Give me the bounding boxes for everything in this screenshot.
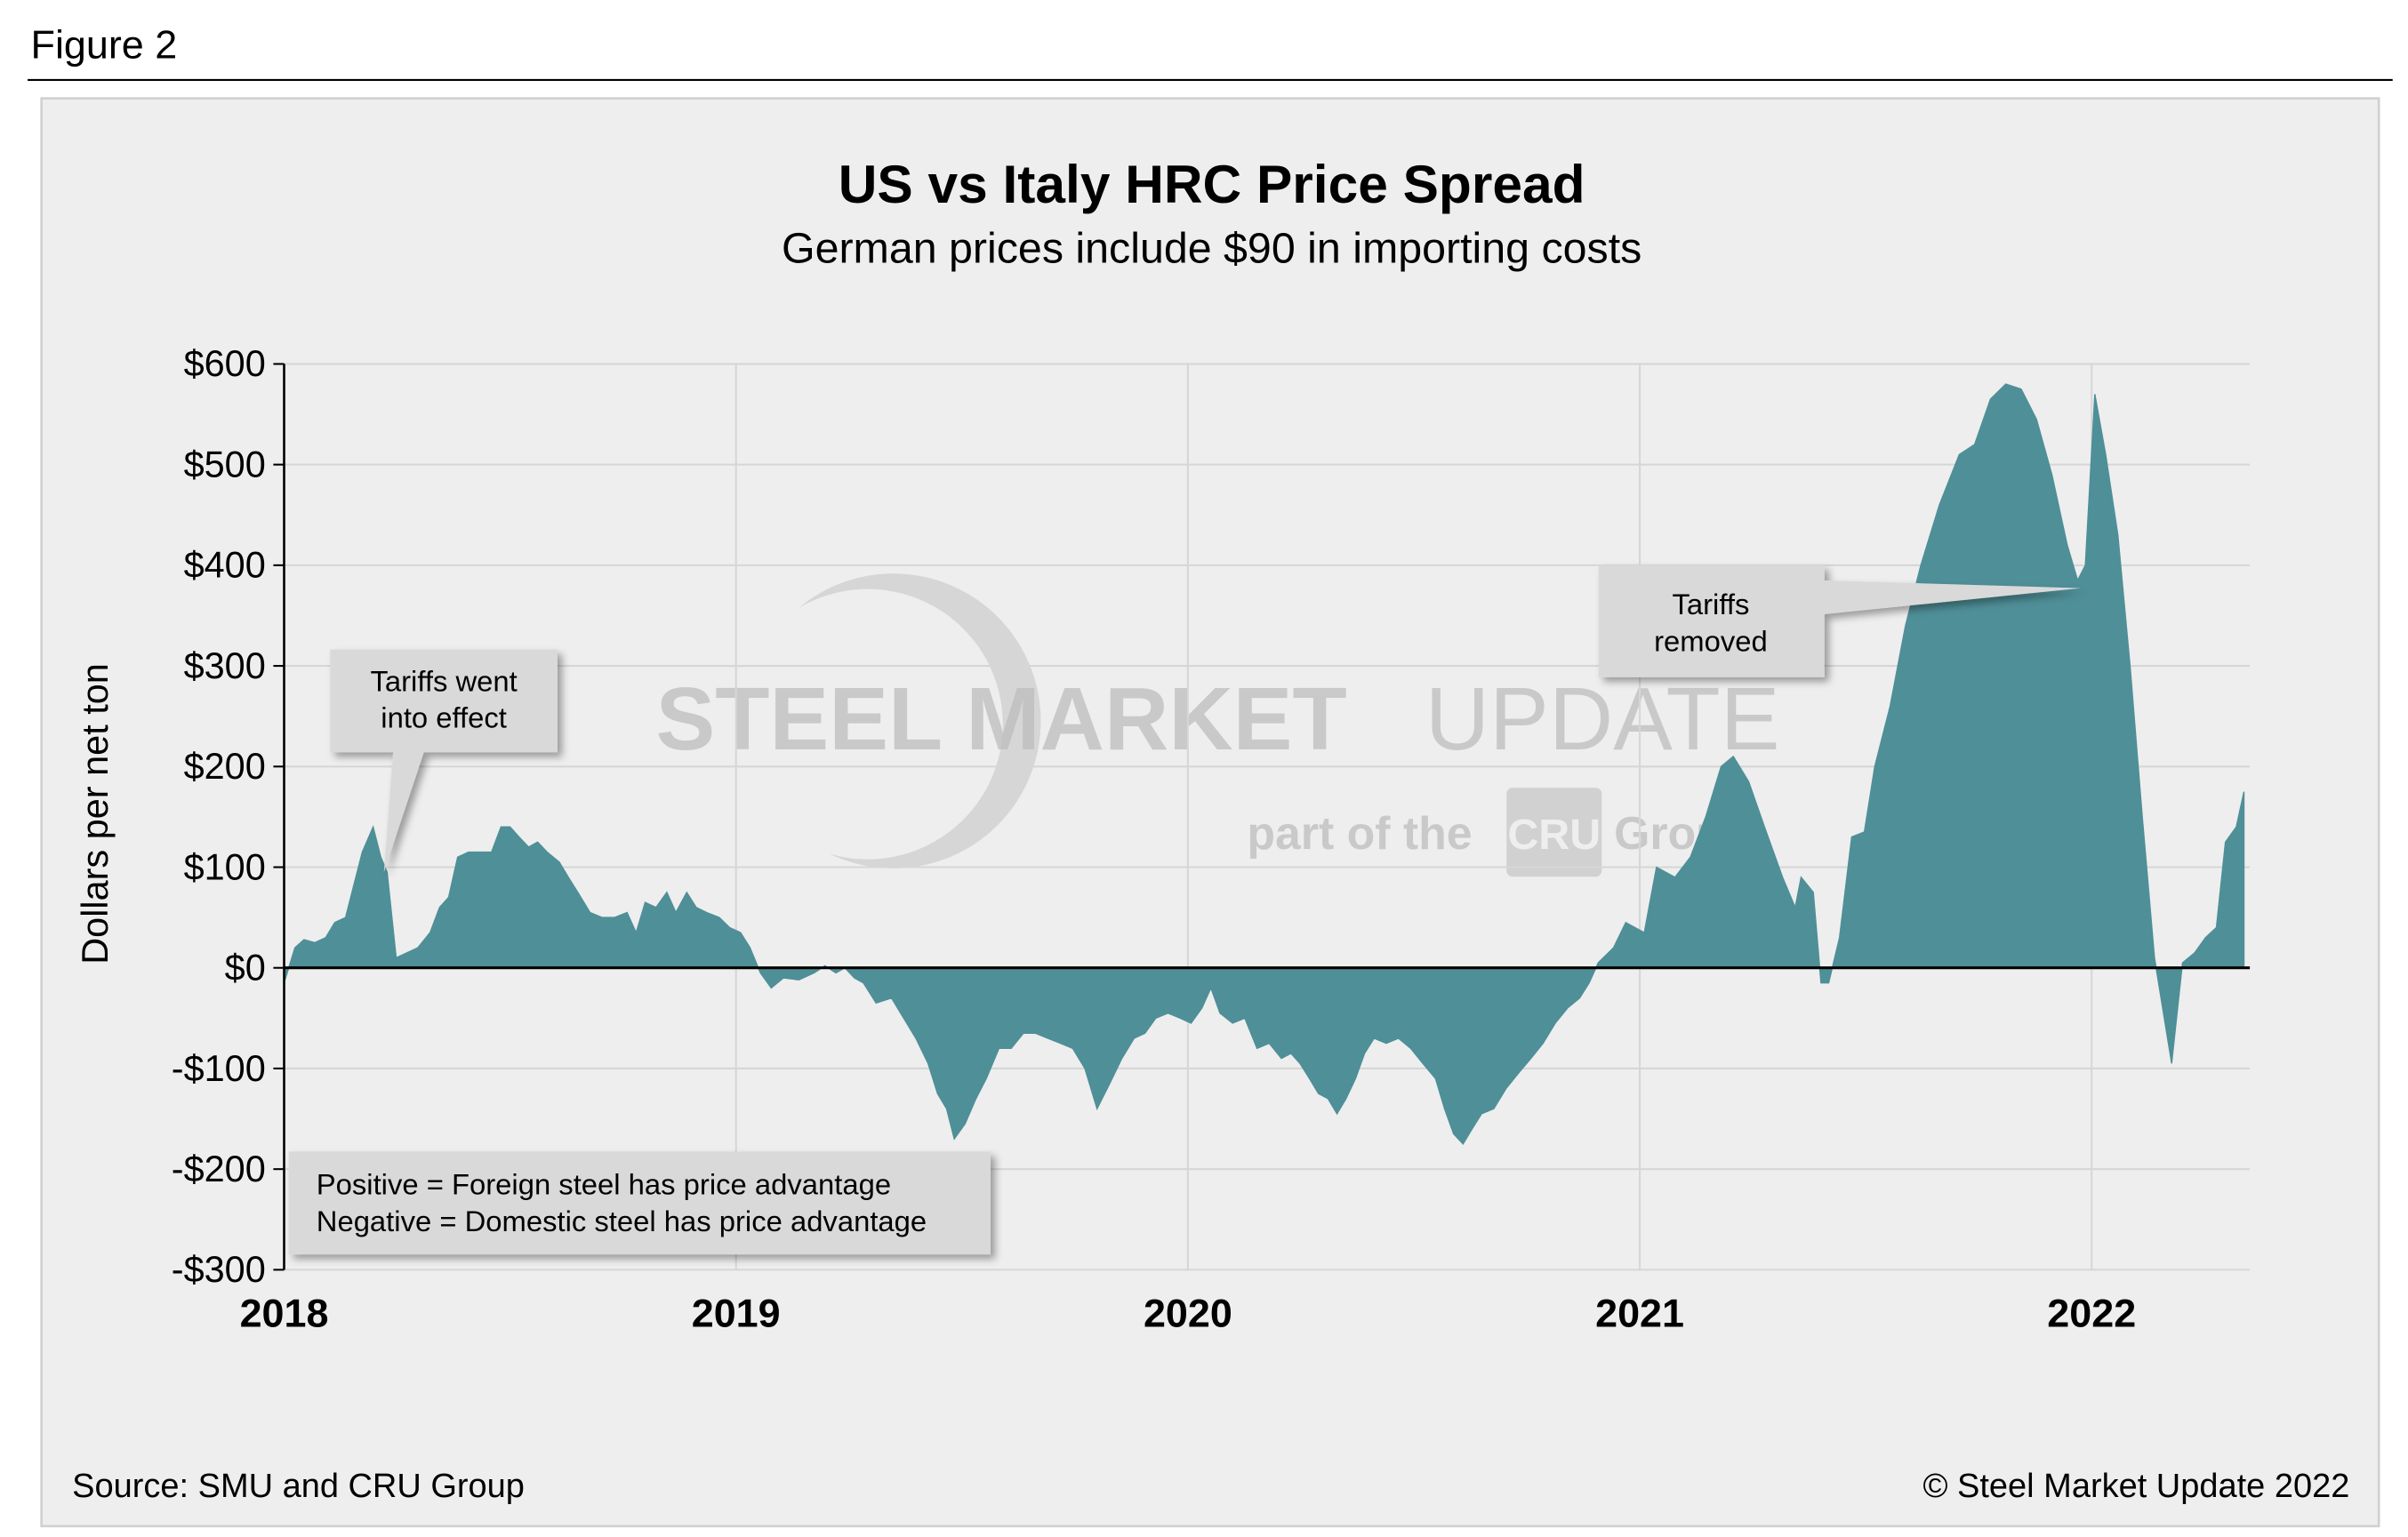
annotation-text: removed <box>1654 624 1768 657</box>
x-tick-label: 2019 <box>692 1290 781 1335</box>
y-tick-label: $200 <box>184 745 266 787</box>
y-tick-label: $100 <box>184 845 266 887</box>
chart-subtitle: German prices include $90 in importing c… <box>782 224 1641 272</box>
axes: $600 $500 $400 $300 $200 $100 $0 -$100 -$200 -$30… <box>172 342 2136 1335</box>
annotation-box <box>1598 564 2082 677</box>
note-box <box>288 1151 991 1255</box>
y-tick-label: $0 <box>225 947 266 989</box>
y-tick-label: $500 <box>184 443 266 484</box>
y-tick-label: $400 <box>184 544 266 586</box>
watermark-part: part of the <box>1247 807 1472 859</box>
x-tick-label: 2020 <box>1144 1290 1232 1335</box>
y-tick-label: -$300 <box>172 1248 266 1290</box>
note-text: Negative = Domestic steel has price adva… <box>317 1205 927 1237</box>
x-tick-label: 2021 <box>1595 1290 1684 1335</box>
y-axis-label: Dollars per net ton <box>74 663 116 965</box>
watermark-logo-box <box>1506 788 1602 877</box>
x-tick-label: 2018 <box>240 1290 329 1335</box>
annotation-text: into effect <box>381 701 507 734</box>
y-tick-label: $300 <box>184 644 266 686</box>
copyright: © Steel Market Update 2022 <box>1923 1468 2350 1505</box>
annotation-box <box>330 649 558 873</box>
annotation-text: Tariffs <box>1672 588 1749 620</box>
watermark: STEEL MARKET UPDATE part of the CRU Grou… <box>655 573 1780 877</box>
chart-title: US vs Italy HRC Price Spread <box>839 154 1585 214</box>
watermark-brand: STEEL MARKET <box>655 669 1346 769</box>
watermark-logo: CRU <box>1507 811 1601 859</box>
annotation-callout <box>330 649 558 873</box>
y-tick-label: -$200 <box>172 1148 266 1189</box>
watermark-arc <box>799 573 1041 869</box>
annotation-text: Tariffs went <box>370 664 517 697</box>
y-tick-label: $600 <box>184 342 266 384</box>
plot-area <box>283 383 2251 1145</box>
area <box>283 383 2245 1145</box>
y-tick-label: -$100 <box>172 1047 266 1089</box>
watermark-brand2: UPDATE <box>1425 669 1780 769</box>
note-text: Positive = Foreign steel has price advan… <box>317 1168 891 1201</box>
source-note: Source: SMU and CRU Group <box>72 1468 525 1505</box>
figure-label: Figure 2 <box>31 22 178 68</box>
annotation-callout <box>1598 564 2082 677</box>
x-tick-label: 2022 <box>2047 1290 2136 1335</box>
